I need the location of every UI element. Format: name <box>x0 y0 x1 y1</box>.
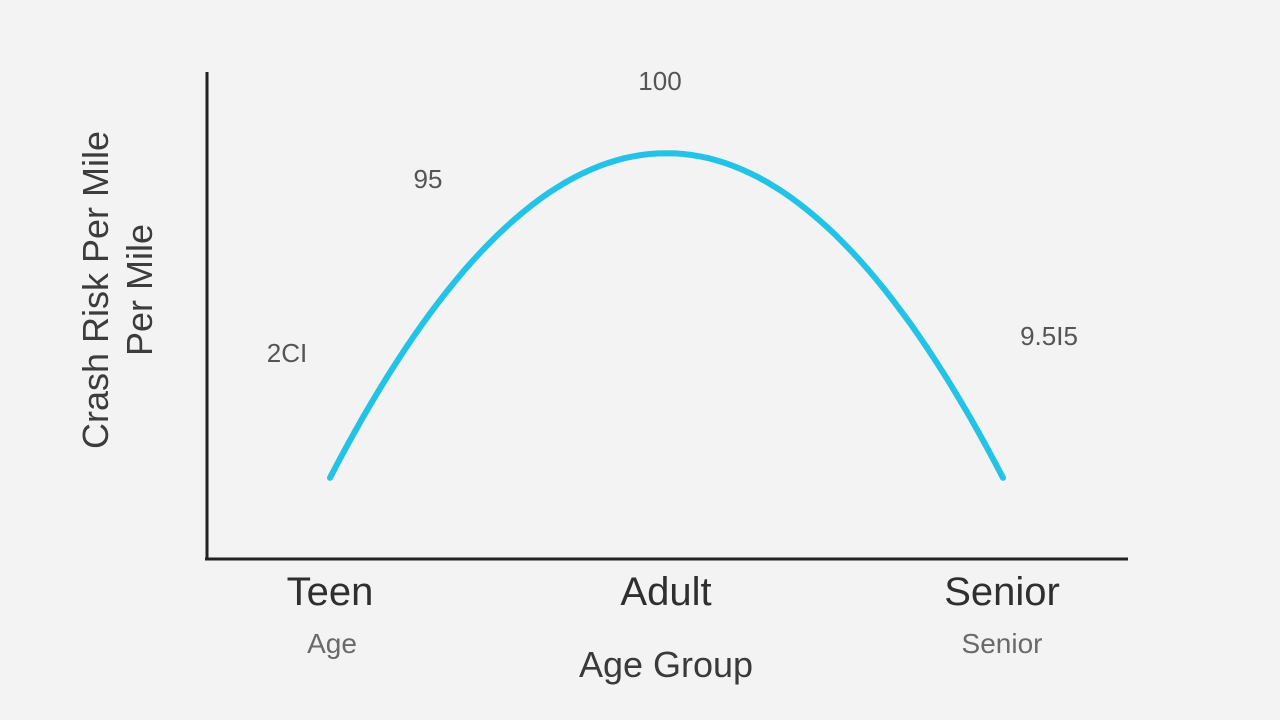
x-axis-label: Age Group <box>578 644 754 685</box>
x-sublabel-senior: Senior <box>961 628 1043 659</box>
crash-risk-line <box>327 150 1006 481</box>
y-axis-label-line-2: Per Mile <box>119 223 160 357</box>
y-axis-label-line-1: Crash Risk Per Mile <box>75 130 116 450</box>
y-axis-label: Crash Risk Per Mile Per Mile <box>74 131 162 449</box>
data-label-2: 100 <box>638 66 681 96</box>
data-label-1: 95 <box>414 164 443 194</box>
data-label-3: 9.5I5 <box>1020 321 1078 351</box>
x-sublabel-teen: Age <box>307 628 357 659</box>
x-tick-senior: Senior <box>944 570 1060 614</box>
data-label-0: 2CI <box>267 338 307 368</box>
x-tick-adult: Adult <box>620 570 712 614</box>
x-tick-teen: Teen <box>286 570 374 614</box>
data-labels: 2CI 95 100 9.5I5 <box>267 66 1078 368</box>
